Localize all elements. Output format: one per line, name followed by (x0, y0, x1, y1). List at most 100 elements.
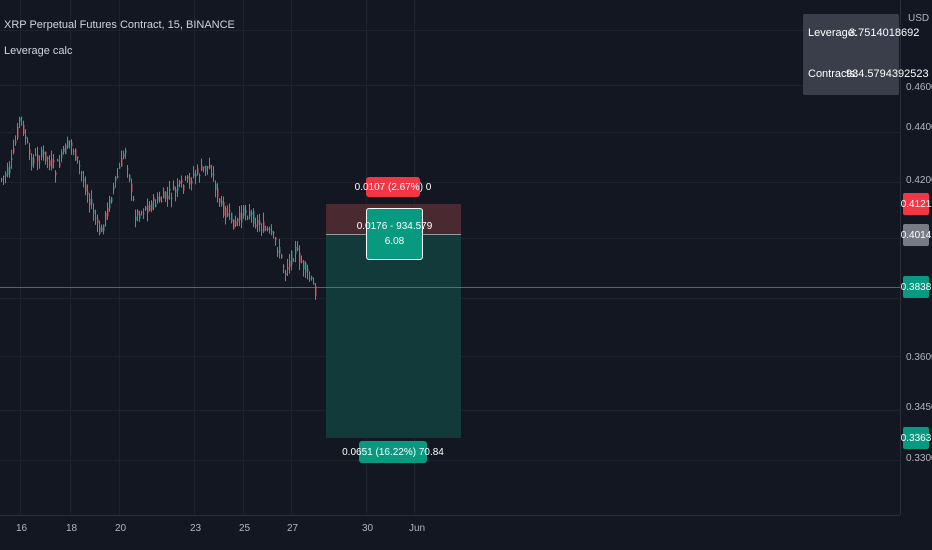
candle-body (71, 142, 73, 147)
candle-body (193, 173, 195, 177)
candle-body (77, 156, 79, 159)
candle-body (259, 221, 261, 225)
candle-body (133, 198, 135, 200)
time-tick: 30 (362, 523, 374, 534)
time-tick: 23 (190, 523, 202, 534)
candle-body (97, 218, 99, 224)
candle-body (229, 210, 231, 212)
candle-body (109, 198, 111, 209)
candle-body (55, 172, 57, 176)
candle-body (165, 191, 167, 200)
entry-label-line2: 6.08 (384, 236, 405, 247)
candle-body (227, 212, 229, 217)
candle-body (95, 217, 97, 219)
candle-body (113, 186, 115, 190)
candle-body (207, 166, 209, 168)
candle-body (145, 206, 147, 210)
candle-body (67, 140, 69, 148)
target-zone[interactable] (326, 235, 461, 438)
candle-body (167, 195, 169, 199)
candle-body (185, 177, 187, 179)
candle-body (39, 162, 41, 164)
candle-body (53, 160, 55, 163)
candle-body (99, 226, 101, 234)
candle-body (119, 166, 121, 169)
candle-body (15, 141, 17, 144)
candle-body (153, 197, 155, 202)
candle-body (143, 213, 145, 215)
candle-body (243, 206, 245, 216)
stop-price-tag[interactable]: 0.4121 (901, 193, 931, 215)
candle-body (101, 227, 103, 232)
candle-body (33, 158, 35, 164)
take-profit-label[interactable]: 0.0651 (16.22%) 70.84 (342, 441, 444, 463)
contracts-value: 934.5794392523 (846, 68, 929, 80)
candle-body (281, 254, 283, 258)
candle-body (111, 197, 113, 203)
candle-body (231, 212, 233, 222)
time-tick: 20 (115, 523, 127, 534)
candle-body (255, 224, 257, 227)
candle-body (219, 198, 221, 203)
candle-body (271, 230, 273, 234)
candle-body (9, 166, 11, 174)
candle-body (171, 197, 173, 200)
candle-body (221, 200, 223, 205)
candle-body (13, 148, 15, 153)
candle-body (263, 221, 265, 233)
candle-body (105, 213, 107, 220)
time-tick: 25 (239, 523, 251, 534)
entry-label[interactable]: 0.0176 - 934.579 6.08 (357, 208, 432, 260)
candle-body (131, 183, 133, 193)
candle-body (1, 178, 3, 180)
candle-body (257, 219, 259, 225)
candle-body (115, 176, 117, 181)
candle-body (201, 165, 203, 171)
candle-body (135, 216, 137, 221)
candle-body (297, 248, 299, 250)
candle-body (189, 177, 191, 185)
entry-price-tag[interactable]: 0.4014 (901, 224, 931, 246)
candle-body (103, 224, 105, 231)
contracts-label: Contracts: (808, 68, 859, 80)
candle-body (237, 218, 239, 222)
time-tick: 27 (287, 523, 299, 534)
chart-title[interactable]: XRP Perpetual Futures Contract, 15, BINA… (4, 19, 235, 31)
current-price-tag[interactable]: 0.3838 (901, 276, 931, 298)
candle-body (31, 157, 33, 167)
candle-body (139, 213, 141, 219)
candle-body (45, 151, 47, 162)
candle-body (253, 211, 255, 225)
candle-body (235, 221, 237, 226)
candle-body (195, 174, 197, 177)
entry-label-line1: 0.0176 - 934.579 (356, 221, 433, 232)
indicator-name[interactable]: Leverage calc (4, 45, 73, 57)
candle-body (61, 151, 63, 158)
stop-loss-label[interactable]: 0.0107 (2.67%) 0 (355, 177, 431, 197)
candle-body (191, 180, 193, 184)
candle-body (265, 229, 267, 231)
candle-body (279, 247, 281, 254)
candle-body (181, 179, 183, 183)
target-price-tag[interactable]: 0.3363 (901, 427, 931, 449)
candle-body (157, 196, 159, 201)
candle-body (173, 185, 175, 190)
candle-body (11, 158, 13, 160)
candle-body (251, 212, 253, 215)
candle-body (287, 267, 289, 270)
candle-body (215, 183, 217, 191)
candle-body (213, 174, 215, 176)
candle-body (187, 175, 189, 179)
candle-body (91, 199, 93, 205)
candle-body (83, 178, 85, 182)
candle-body (23, 124, 25, 134)
candle-body (75, 149, 77, 161)
candle-body (199, 175, 201, 177)
candle-body (309, 278, 311, 280)
